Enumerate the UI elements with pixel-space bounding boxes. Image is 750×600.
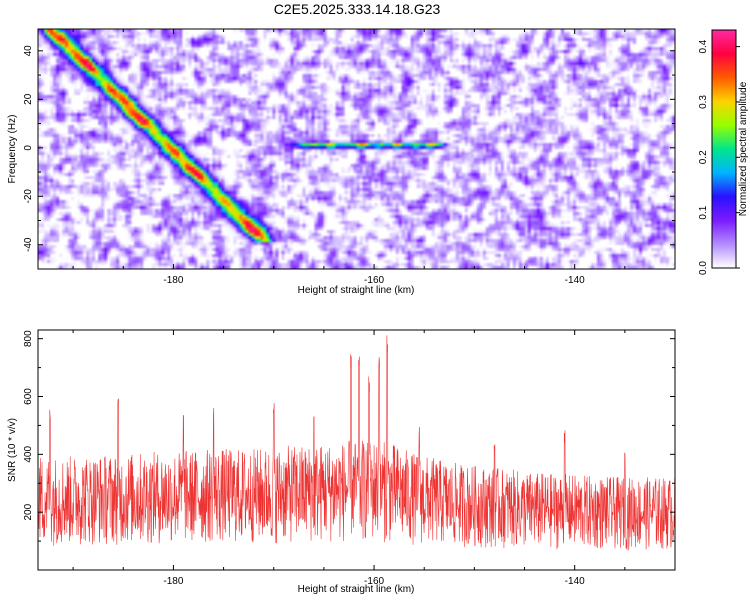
snr-ylabel: SNR (10 * v/v) bbox=[7, 418, 18, 482]
colorbar: 0.0 0.1 0.2 0.3 0.4 Normalized spectral ampl… bbox=[698, 29, 749, 275]
snr-series-line bbox=[38, 335, 675, 551]
colorbar-tick-label: 0.1 bbox=[698, 205, 709, 219]
spectrogram-ytick-label: -40 bbox=[23, 237, 34, 252]
colorbar-label: Normalized spectral amplitude bbox=[738, 81, 749, 216]
spectrogram-xlabel: Height of straight line (km) bbox=[298, 285, 415, 296]
snr-panel: -180 -160 -140 200 400 600 800 Height of stra… bbox=[7, 329, 676, 595]
spectrogram-ytick-label: 40 bbox=[23, 45, 34, 57]
figure-title: C2E5.2025.333.14.18.G23 bbox=[274, 1, 441, 17]
snr-ytick-label: 800 bbox=[23, 330, 34, 347]
snr-xlabel: Height of straight line (km) bbox=[298, 584, 415, 595]
colorbar-tick-label: 0.0 bbox=[698, 261, 709, 275]
spectrogram-ytick-label: 20 bbox=[23, 93, 34, 105]
spectrogram-xtick-label: -140 bbox=[565, 275, 585, 286]
spectrogram-xtick-label: -160 bbox=[364, 275, 384, 286]
colorbar-tick-label: 0.4 bbox=[698, 39, 709, 53]
colorbar-tick-label: 0.3 bbox=[698, 95, 709, 109]
colorbar-tick-label: 0.2 bbox=[698, 150, 709, 164]
snr-ytick-label: 600 bbox=[23, 388, 34, 405]
spectrogram-frame bbox=[37, 28, 676, 270]
heatmap-image bbox=[38, 29, 675, 269]
spectrogram-ytick-label: -20 bbox=[23, 189, 34, 204]
colorbar-gradient bbox=[711, 29, 737, 269]
snr-xtick-label: -140 bbox=[565, 576, 585, 587]
snr-frame bbox=[37, 329, 676, 571]
snr-ytick-label: 200 bbox=[23, 503, 34, 520]
spectrogram-ytick-label: 0 bbox=[23, 145, 34, 151]
snr-xtick-label: -180 bbox=[163, 576, 183, 587]
spectrogram-panel: -180 -160 -140 -40 -20 0 20 40 Height of strai… bbox=[7, 28, 676, 296]
spectrogram-ylabel: Frequency (Hz) bbox=[7, 115, 18, 184]
spectrogram-xtick-label: -180 bbox=[163, 275, 183, 286]
snr-xtick-label: -160 bbox=[364, 576, 384, 587]
snr-ytick-label: 400 bbox=[23, 446, 34, 463]
